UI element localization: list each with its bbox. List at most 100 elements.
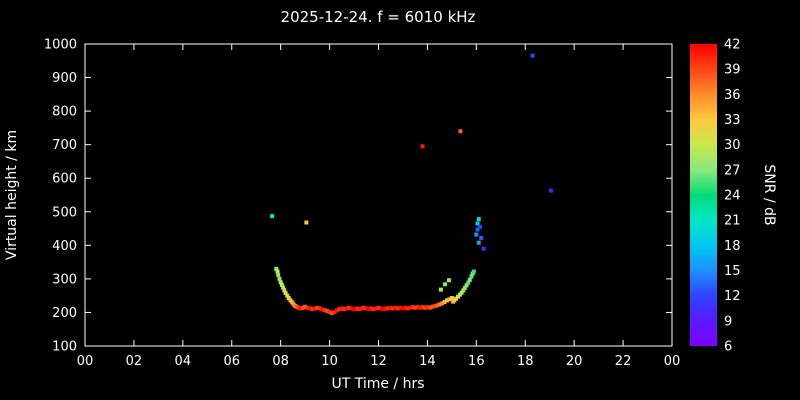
scatter-point xyxy=(422,305,427,310)
scatter-point xyxy=(374,306,379,311)
scatter-point xyxy=(281,285,286,290)
scatter-point xyxy=(457,292,462,297)
y-tick-label: 900 xyxy=(52,71,77,86)
plot-border xyxy=(84,43,673,347)
colorbar-tick-label: 36 xyxy=(724,88,741,103)
scatter-point xyxy=(476,240,481,245)
scatter-point xyxy=(481,246,486,251)
scatter-point xyxy=(278,280,283,285)
x-tick-label: 00 xyxy=(664,354,681,369)
x-tick-label: 20 xyxy=(566,354,583,369)
scatter-point xyxy=(282,288,287,293)
scatter-point xyxy=(285,293,290,298)
scatter-point xyxy=(459,290,464,295)
chart-title: 2025-12-24. f = 6010 kHz xyxy=(281,8,476,26)
colorbar-tick-label: 33 xyxy=(724,113,741,128)
scatter-point xyxy=(398,305,403,310)
scatter-point xyxy=(443,282,448,287)
y-tick-label: 100 xyxy=(52,340,77,355)
scatter-point xyxy=(288,298,293,303)
scatter-points xyxy=(270,53,553,316)
scatter-point xyxy=(548,188,553,193)
scatter-point xyxy=(356,307,361,312)
scatter-point xyxy=(400,306,405,311)
snr-colorbar: 6 9 12 15 18 21 24 27 30 33 36 39 42 xyxy=(690,38,741,355)
scatter-point xyxy=(388,305,393,310)
scatter-point xyxy=(469,274,474,279)
y-tick-label: 200 xyxy=(52,306,77,321)
colorbar-gradient xyxy=(690,44,717,346)
scatter-point xyxy=(277,276,282,281)
scatter-point xyxy=(366,307,371,312)
scatter-point xyxy=(381,307,386,312)
x-tick-label: 22 xyxy=(615,354,632,369)
scatter-point xyxy=(530,53,535,58)
scatter-point xyxy=(442,300,447,305)
colorbar-tick-label: 21 xyxy=(724,214,741,229)
scatter-point xyxy=(369,306,374,311)
colorbar-label: SNR / dB xyxy=(761,164,777,225)
y-tick-label: 700 xyxy=(52,138,77,153)
scatter-point xyxy=(349,306,354,311)
scatter-point xyxy=(466,280,471,285)
colorbar-tick-label: 6 xyxy=(724,340,732,355)
x-tick-label: 08 xyxy=(272,354,289,369)
scatter-point xyxy=(427,305,432,310)
scatter-point xyxy=(342,307,347,312)
scatter-point xyxy=(312,306,317,311)
y-tick-label: 500 xyxy=(52,205,77,220)
scatter-point xyxy=(279,282,284,287)
x-tick-label: 00 xyxy=(77,354,94,369)
y-tick-label: 600 xyxy=(52,172,77,187)
scatter-point xyxy=(430,304,435,309)
colorbar-tick-label: 27 xyxy=(724,163,741,178)
scatter-point xyxy=(444,298,449,303)
scatter-point xyxy=(455,294,460,299)
colorbar-tick-label: 39 xyxy=(724,63,741,78)
scatter-point xyxy=(276,272,281,277)
scatter-point xyxy=(315,305,320,310)
scatter-point xyxy=(435,303,440,308)
scatter-point xyxy=(425,305,430,310)
scatter-point xyxy=(344,306,349,311)
scatter-point xyxy=(415,305,420,310)
scatter-point xyxy=(464,283,469,288)
colorbar-tick-label: 42 xyxy=(724,38,741,53)
colorbar-tick-label: 9 xyxy=(724,314,732,329)
scatter-point xyxy=(386,306,391,311)
y-tick-label: 1000 xyxy=(44,38,77,53)
scatter-point xyxy=(449,296,454,301)
scatter-point xyxy=(420,305,425,310)
scatter-point xyxy=(410,305,415,310)
axes: 00 02 04 06 08 10 12 14 16 18 20 22 0010020030040050… xyxy=(44,38,680,370)
scatter-point xyxy=(304,220,309,225)
scatter-point xyxy=(420,144,425,149)
scatter-point xyxy=(325,309,330,314)
x-tick-label: 10 xyxy=(321,354,338,369)
y-tick-label: 300 xyxy=(52,272,77,287)
scatter-point xyxy=(405,306,410,311)
x-axis-label: UT Time / hrs xyxy=(331,376,424,392)
y-axis-label: Virtual height / km xyxy=(4,130,20,260)
scatter-point xyxy=(461,288,466,293)
scatter-point xyxy=(396,306,401,311)
scatter-point xyxy=(327,310,332,315)
scatter-point xyxy=(479,235,484,240)
x-tick-label: 16 xyxy=(468,354,485,369)
scatter-point xyxy=(283,290,288,295)
scatter-point xyxy=(286,296,291,301)
scatter-point xyxy=(376,305,381,310)
scatter-point xyxy=(446,278,451,283)
scatter-point xyxy=(361,305,366,310)
scatter-point xyxy=(339,306,344,311)
scatter-point xyxy=(403,305,408,310)
scatter-point xyxy=(440,301,445,306)
scatter-point xyxy=(408,305,413,310)
scatter-point xyxy=(290,300,295,305)
scatter-point xyxy=(437,302,442,307)
scatter-point xyxy=(332,310,337,315)
scatter-point xyxy=(454,296,459,301)
scatter-point xyxy=(300,305,305,310)
